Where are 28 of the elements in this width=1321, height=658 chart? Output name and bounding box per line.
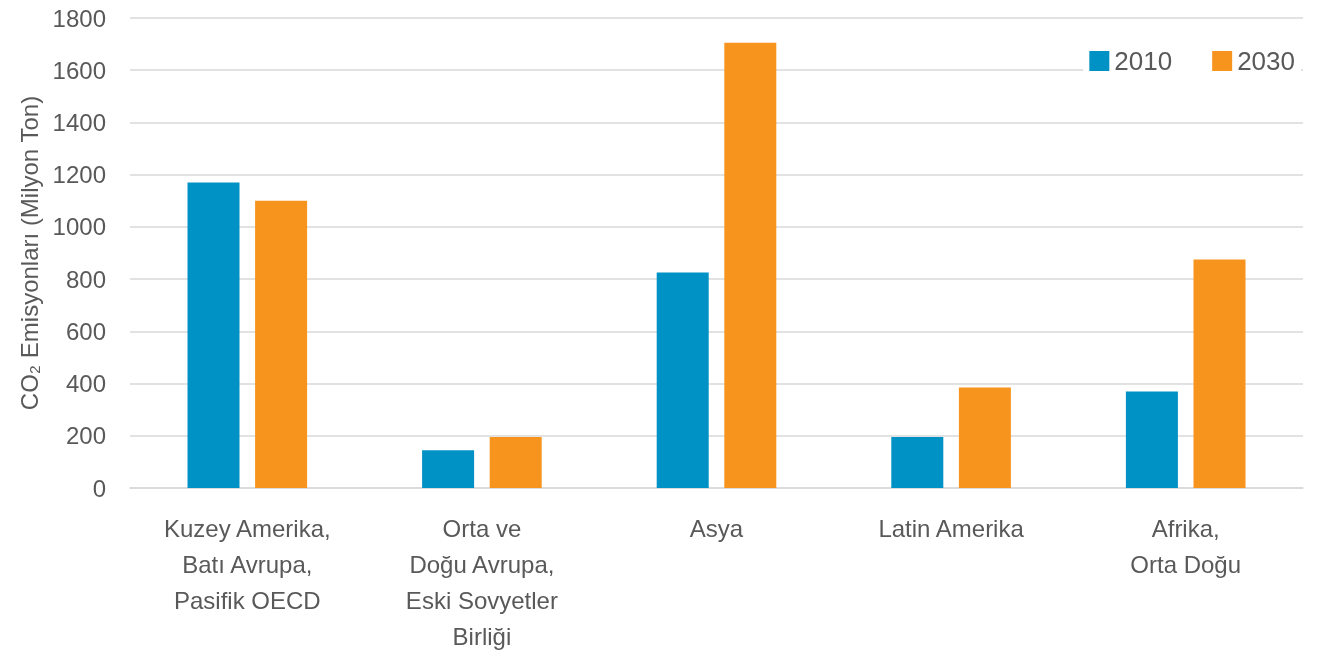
legend-label: 2010 <box>1114 46 1173 76</box>
bar <box>958 387 1011 488</box>
y-tick-label: 1600 <box>52 56 106 84</box>
bar <box>1193 259 1246 488</box>
bar <box>1125 391 1178 488</box>
x-tick-label: Latin Amerika <box>878 514 1025 542</box>
y-tick-label: 0 <box>92 474 106 502</box>
bar <box>891 437 944 488</box>
y-tick-label: 600 <box>65 317 106 345</box>
y-tick-label: 1800 <box>52 4 106 32</box>
bar <box>489 437 542 488</box>
x-tick-label: Kuzey Amerika, Batı Avrupa, Pasifik OECD <box>163 514 331 614</box>
y-tick-label: 1200 <box>52 161 106 189</box>
bar <box>255 200 308 488</box>
y-tick-label: 1000 <box>52 213 106 241</box>
bar <box>187 182 240 488</box>
x-tick-label: Asya <box>689 514 744 542</box>
bar <box>422 450 475 488</box>
y-tick-label: 1400 <box>52 108 106 136</box>
y-tick-label: 200 <box>65 422 106 450</box>
bar <box>656 272 709 488</box>
x-tick-label: Afrika, Orta Doğu <box>1130 514 1242 578</box>
y-axis-title: CO₂ Emisyonları (Milyon Ton) <box>16 95 44 411</box>
y-tick-label: 800 <box>65 265 106 293</box>
legend-label: 2030 <box>1237 46 1295 76</box>
x-tick-label: Orta ve Doğu Avrupa, Eski Sovyetler Birliği <box>405 514 558 650</box>
y-tick-label: 400 <box>65 370 106 398</box>
bar <box>724 42 777 488</box>
